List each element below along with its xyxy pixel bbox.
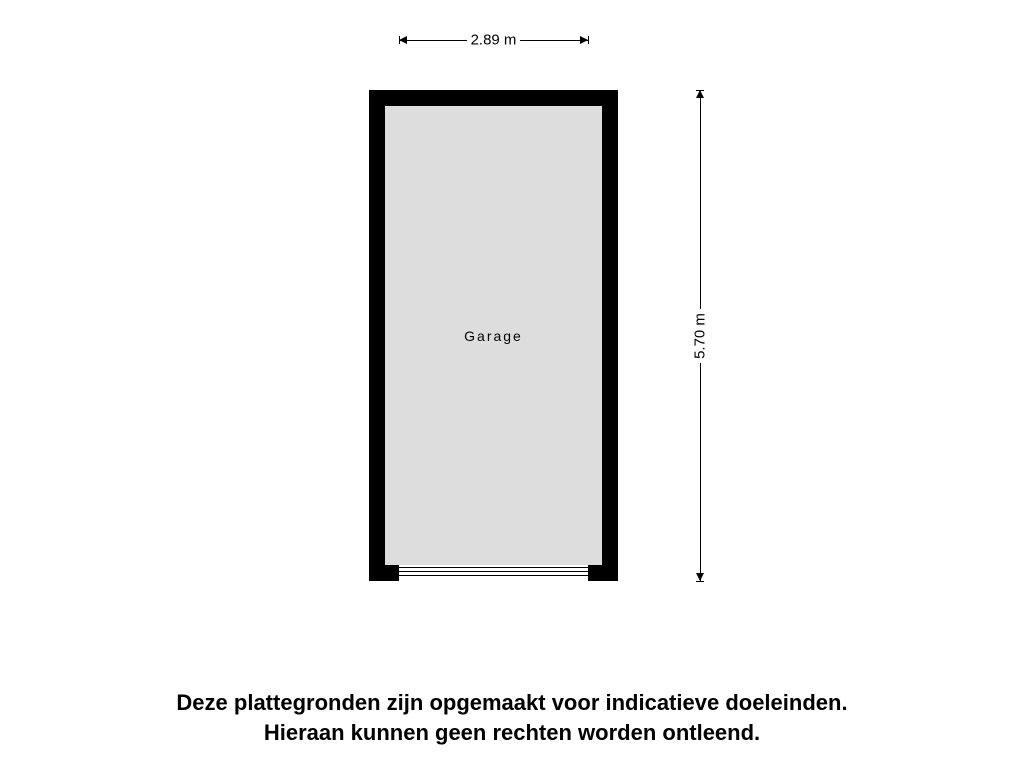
disclaimer-line1: Deze plattegronden zijn opgemaakt voor i… (176, 690, 847, 715)
disclaimer-line2: Hieraan kunnen geen rechten worden ontle… (264, 720, 760, 745)
garage-label: Garage (464, 328, 523, 344)
dimension-width-label: 2.89 m (467, 32, 521, 49)
floorplan-canvas: Garage 2.89 m 5.70 m Deze plattegronden … (0, 0, 1024, 768)
dimension-height-label: 5.70 m (692, 309, 709, 363)
disclaimer-text: Deze plattegronden zijn opgemaakt voor i… (0, 688, 1024, 747)
